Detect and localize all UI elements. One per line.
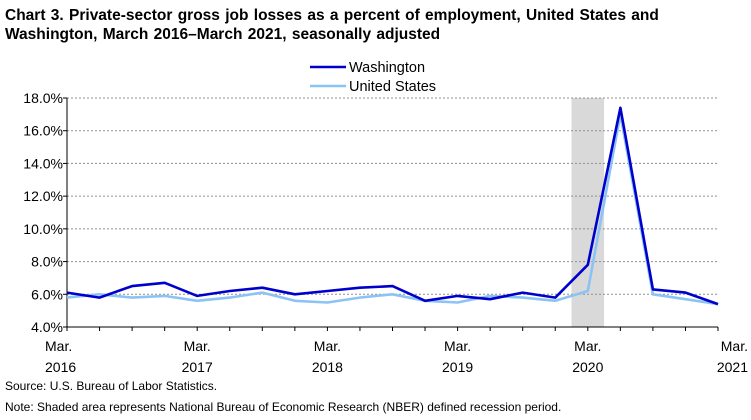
- series-line-washington: [66, 106, 719, 306]
- x-tick-label-month: Mar.: [721, 338, 748, 354]
- x-tick-label-year: 2021: [717, 359, 748, 375]
- y-tick-labels: 4.0% 6.0% 8.0% 10.0% 12.0% 14.0% 16.0% 18.0%: [23, 90, 63, 335]
- x-tick-label-year: 2017: [182, 359, 213, 375]
- y-tick-label: 8.0%: [31, 254, 63, 270]
- x-tick-labels: Mar. 2016 Mar. 2017 Mar. 2018 Mar. 2019 Mar. 2020…: [45, 338, 748, 375]
- source-note: Source: U.S. Bureau of Labor Statistics.: [5, 379, 218, 393]
- y-tick-label: 12.0%: [23, 188, 63, 204]
- legend: Washington United States: [310, 60, 436, 95]
- x-tick-label-month: Mar.: [444, 338, 471, 354]
- x-tick-label-month: Mar.: [45, 338, 72, 354]
- x-tick-label-month: Mar.: [574, 338, 601, 354]
- x-tick-label-year: 2020: [572, 359, 603, 375]
- chart-title: Chart 3. Private-sector gross job losses…: [5, 7, 659, 43]
- legend-label: Washington: [349, 60, 425, 76]
- recession-footnote: Note: Shaded area represents National Bu…: [5, 400, 562, 414]
- x-tick-label-year: 2016: [45, 359, 76, 375]
- series-lines: [66, 106, 719, 306]
- series-line-united-states: [66, 113, 719, 306]
- x-tick-label-month: Mar.: [184, 338, 211, 354]
- y-tick-label: 16.0%: [23, 123, 63, 139]
- y-tick-label: 6.0%: [31, 286, 63, 302]
- y-tick-label: 14.0%: [23, 155, 63, 171]
- y-tick-label: 10.0%: [23, 221, 63, 237]
- y-tick-label: 4.0%: [31, 319, 63, 335]
- x-tick-label-month: Mar.: [314, 338, 341, 354]
- y-tick-label: 18.0%: [23, 90, 63, 106]
- gridlines: [67, 97, 718, 295]
- legend-label: United States: [349, 79, 436, 95]
- x-tick-label-year: 2018: [312, 359, 343, 375]
- x-tick-label-year: 2019: [442, 359, 473, 375]
- axes: [63, 97, 719, 331]
